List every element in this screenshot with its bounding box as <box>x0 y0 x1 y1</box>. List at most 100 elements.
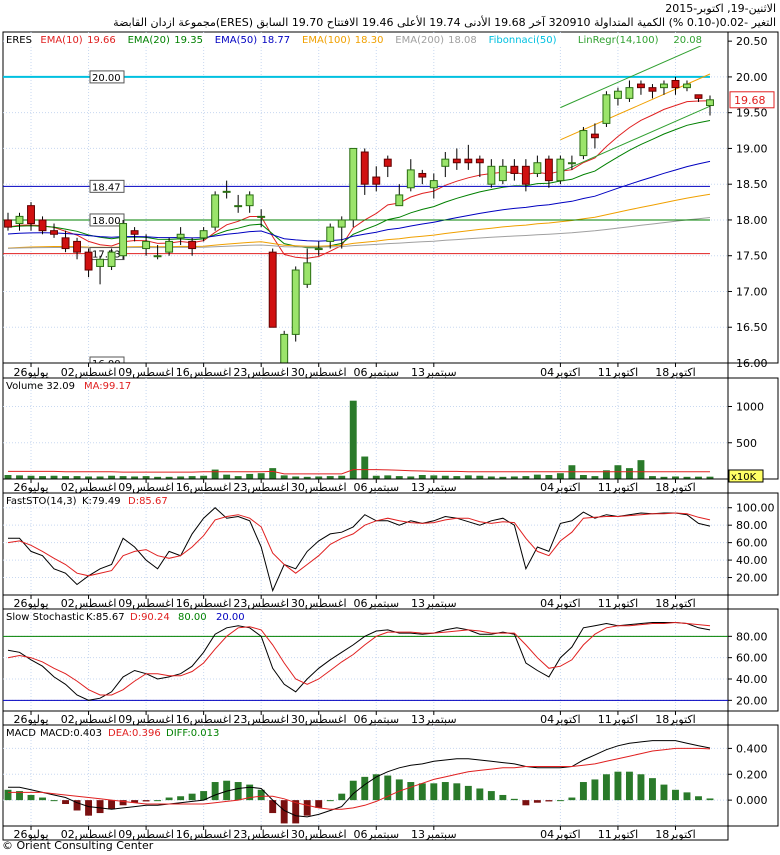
x-tick-label: اغسطس23 <box>233 481 289 494</box>
legend-series-name: EMA(200) <box>395 35 444 46</box>
volume-bar <box>154 476 162 479</box>
candle <box>211 194 220 228</box>
macd-histogram-bar <box>246 784 254 801</box>
volume-bar <box>695 476 702 479</box>
slow-sto-d-label: D:90.24 <box>130 612 170 623</box>
legend-series-value: 18.77 <box>262 35 291 46</box>
x-tick-label: يوليو26 <box>13 828 48 841</box>
candle <box>61 237 70 250</box>
volume-y-tick-label: 1000 <box>736 401 764 414</box>
macd-histogram-bar <box>683 792 691 801</box>
candle <box>487 165 496 185</box>
x-tick-label: اكتوبر04 <box>540 366 580 379</box>
slow-stochastic-panel <box>2 608 779 712</box>
macd-histogram-bar <box>499 794 507 801</box>
dea-line <box>8 747 711 810</box>
candle <box>579 130 588 157</box>
x-tick-label: اغسطس30 <box>291 713 347 726</box>
x-tick-label: اكتوبر11 <box>598 713 638 726</box>
x-tick-label: اكتوبر04 <box>540 481 580 494</box>
macd-histogram-bar <box>211 782 219 801</box>
volume-bar <box>625 468 633 479</box>
linreg-channel-line <box>560 105 711 173</box>
candle <box>303 262 312 285</box>
fib-level-label: 20.00 <box>92 73 121 84</box>
candle <box>464 158 473 164</box>
candle <box>280 333 289 364</box>
macd-y-tick-label: 0.200 <box>736 768 768 781</box>
candle <box>521 165 530 185</box>
candle <box>291 269 300 335</box>
candle <box>268 251 277 328</box>
candle <box>245 194 254 207</box>
candle <box>73 240 82 253</box>
candle <box>533 162 542 174</box>
candle <box>257 215 266 218</box>
legend-series-name: EMA(20) <box>128 35 170 46</box>
volume-bar <box>649 476 656 479</box>
macd-histogram-bar <box>292 800 300 824</box>
x-tick-label: اغسطس02 <box>61 713 117 726</box>
volume-bar <box>533 474 541 479</box>
slow-sto-y-tick-label: 60.00 <box>736 652 768 665</box>
x-tick-label: سبتمبر13 <box>411 366 457 379</box>
macd-histogram-bar <box>338 793 346 801</box>
macd-histogram-bar <box>165 797 173 801</box>
x-tick-label: اكتوبر11 <box>598 828 638 841</box>
macd-histogram-bar <box>372 774 380 801</box>
last-price-label: 19.68 <box>734 94 766 107</box>
macd-histogram-bar <box>349 780 357 801</box>
fast-sto-d-label: D:85.67 <box>128 496 168 507</box>
candle <box>498 165 507 182</box>
volume-panel <box>2 377 779 480</box>
candle <box>510 165 519 174</box>
macd-histogram-bar <box>579 782 587 801</box>
last-price-box <box>729 91 775 109</box>
volume-bar <box>476 475 484 479</box>
volume-bar <box>510 476 518 479</box>
x-tick-label: اغسطس09 <box>118 481 174 494</box>
header-date: الاثنين-19, اكتوبر-2015 <box>665 2 776 15</box>
x-tick-label: اغسطس30 <box>291 366 347 379</box>
macd-y-tick-label: 0.000 <box>736 794 768 807</box>
macd-histogram-bar <box>177 796 185 801</box>
x-tick-label: اغسطس09 <box>118 828 174 841</box>
x-tick-label: اكتوبر11 <box>598 597 638 610</box>
volume-bar <box>27 475 35 479</box>
price-y-tick-label: 19.50 <box>736 107 768 120</box>
legend-series-value: 19.66 <box>87 35 116 46</box>
macd-histogram-bar <box>119 800 127 806</box>
slow-sto-title: Slow Stochastic <box>6 612 84 623</box>
candle <box>441 158 450 167</box>
fast-sto-y-tick-label: 100.00 <box>736 502 775 515</box>
x-tick-label: سبتمبر06 <box>353 713 399 726</box>
candle <box>15 215 24 225</box>
candle <box>4 219 12 228</box>
x-tick-label: اغسطس23 <box>233 828 289 841</box>
legend-series-name: LinRegr(14,100) <box>578 35 659 46</box>
macd-histogram-bar <box>315 800 323 808</box>
volume-bar <box>326 476 334 479</box>
candle <box>188 240 197 250</box>
volume-scale-label: x10K <box>731 472 757 483</box>
header-bar: الاثنين-19, اكتوبر-2015 مجموعة ازدان الق… <box>0 0 780 32</box>
x-tick-label: اغسطس30 <box>291 828 347 841</box>
candle <box>418 172 427 178</box>
legend-series-value: 19.35 <box>174 35 203 46</box>
volume-bar <box>131 476 139 479</box>
volume-bar <box>246 473 254 479</box>
slow-sto-lower-level: 20.00 <box>216 612 245 623</box>
volume-bar <box>303 476 311 479</box>
x-tick-label: اغسطس30 <box>291 597 347 610</box>
legend-series-name: EMA(10) <box>40 35 82 46</box>
footer-copyright: © Orient Consulting Center <box>2 839 154 852</box>
x-axis-band <box>2 825 729 841</box>
volume-bar <box>292 476 300 479</box>
volume-bar <box>672 476 679 479</box>
macd-histogram-bar <box>430 783 438 801</box>
macd-histogram-bar <box>62 800 69 805</box>
x-tick-label: سبتمبر06 <box>353 597 399 610</box>
candle <box>360 151 369 185</box>
candle <box>602 94 611 124</box>
